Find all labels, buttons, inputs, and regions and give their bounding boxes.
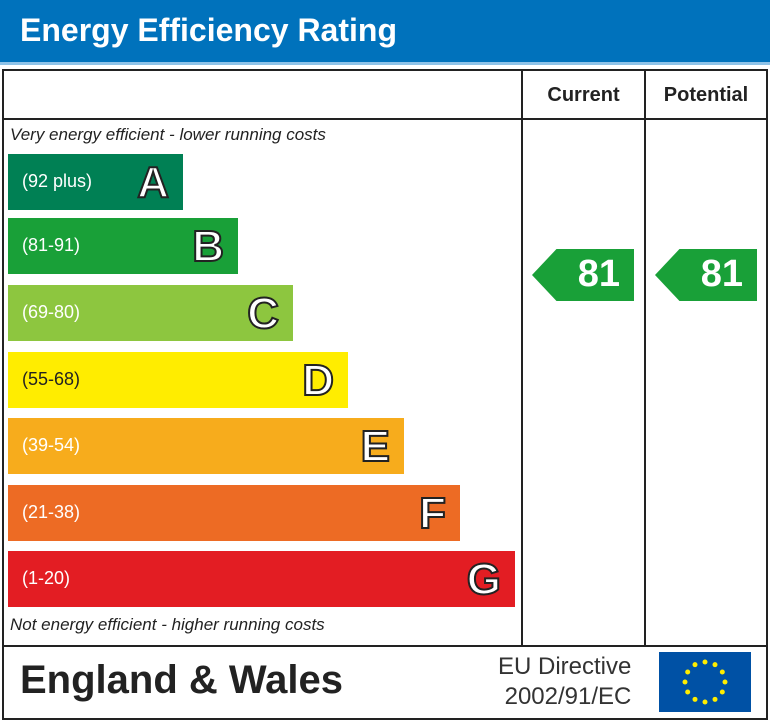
band-letter: B xyxy=(191,221,225,272)
divider xyxy=(521,69,523,647)
rating-bar-a: (92 plus) A xyxy=(8,154,183,210)
star-icon xyxy=(685,689,691,695)
potential-rating-value: 81 xyxy=(700,253,743,295)
rating-bar-e: (39-54) E xyxy=(8,418,404,474)
star-icon xyxy=(702,699,708,705)
rating-bar-d: (55-68) D xyxy=(8,352,348,408)
top-note: Very energy efficient - lower running co… xyxy=(10,125,326,144)
star-icon xyxy=(702,659,708,665)
star-icon xyxy=(692,662,698,668)
rating-bar-b: (81-91) B xyxy=(8,218,238,274)
directive-line2: 2002/91/EC xyxy=(504,683,632,710)
band-range: (21-38) xyxy=(22,502,81,522)
star-icon xyxy=(719,689,725,695)
potential-rating-arrow: 81 xyxy=(655,249,757,301)
band-range: (39-54) xyxy=(22,435,81,455)
band-range: (55-68) xyxy=(22,369,81,389)
star-icon xyxy=(682,679,688,685)
current-header: Current xyxy=(547,84,620,106)
band-letter: D xyxy=(301,355,335,406)
star-icon xyxy=(685,669,691,675)
rating-bar-c: (69-80) C xyxy=(8,285,293,341)
current-rating-arrow: 81 xyxy=(532,249,634,301)
title: Energy Efficiency Rating xyxy=(20,12,397,48)
header: Energy Efficiency Rating xyxy=(0,0,770,65)
divider xyxy=(644,69,646,647)
star-icon xyxy=(712,696,718,702)
band-range: (81-91) xyxy=(22,235,81,255)
eu-flag-icon xyxy=(659,652,751,712)
divider xyxy=(2,645,768,647)
rating-bar-f: (21-38) F xyxy=(8,485,460,541)
star-icon xyxy=(712,662,718,668)
band-range: (69-80) xyxy=(22,302,81,322)
directive-line1: EU Directive xyxy=(498,653,632,680)
region-label: England & Wales xyxy=(20,658,344,702)
star-icon xyxy=(722,679,728,685)
eu-directive: EU Directive 2002/91/EC xyxy=(498,652,631,712)
band-range: (1-20) xyxy=(22,568,71,588)
divider xyxy=(2,118,768,120)
band-letter: F xyxy=(418,488,447,539)
star-icon xyxy=(692,696,698,702)
potential-header: Potential xyxy=(663,84,749,106)
band-letter: A xyxy=(136,157,170,208)
current-rating-value: 81 xyxy=(577,253,620,295)
star-icon xyxy=(719,669,725,675)
rating-table xyxy=(2,69,768,720)
band-letter: G xyxy=(466,554,502,605)
bottom-note: Not energy efficient - higher running co… xyxy=(10,615,325,634)
band-letter: C xyxy=(246,288,280,339)
band-range: (92 plus) xyxy=(22,171,93,191)
band-letter: E xyxy=(360,421,391,472)
rating-bar-g: (1-20) G xyxy=(8,551,515,607)
